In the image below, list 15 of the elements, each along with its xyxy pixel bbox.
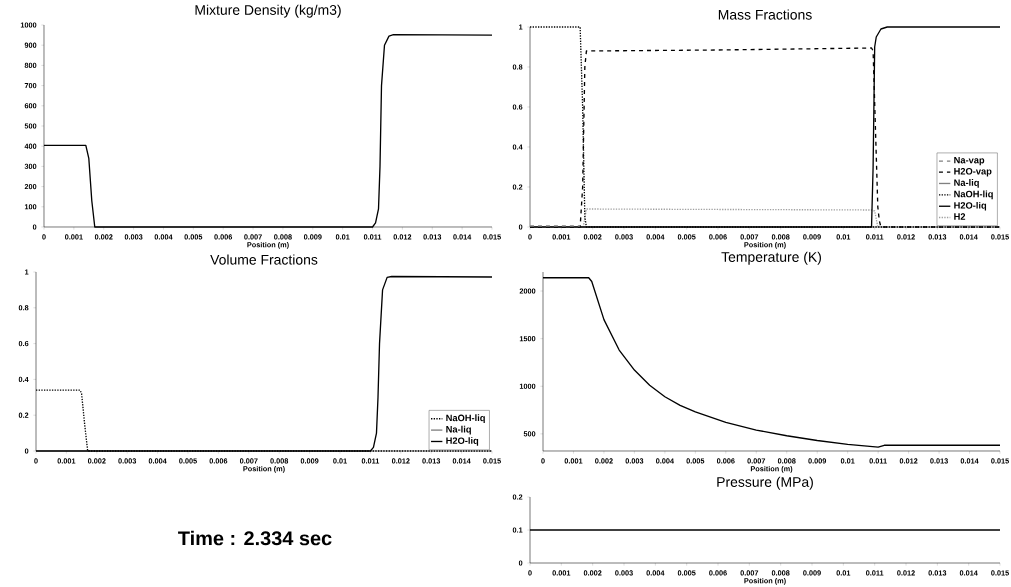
legend-label: H2O-liq — [446, 437, 479, 446]
chart-title: Mass Fractions — [718, 9, 812, 20]
chart-title: Pressure (MPa) — [717, 476, 813, 490]
chart-title: Mixture Density (kg/m3) — [195, 4, 341, 18]
text: Time : 2.334 sec — [178, 530, 332, 546]
legend-label: Na-vap — [954, 156, 985, 166]
legend-label: H2O-vap — [954, 167, 992, 177]
legend-label: NaOH-liq — [954, 190, 993, 200]
legend-label: NaOH-liq — [446, 414, 485, 424]
legend-label: Na-liq — [446, 425, 471, 435]
legend-label: H2 — [954, 213, 966, 220]
legend-label: H2O-liq — [954, 201, 987, 211]
legend-label: Na-liq — [954, 179, 979, 188]
chart-title: Volume Fractions — [210, 254, 318, 265]
chart-title: Temperature (K) — [721, 251, 821, 265]
